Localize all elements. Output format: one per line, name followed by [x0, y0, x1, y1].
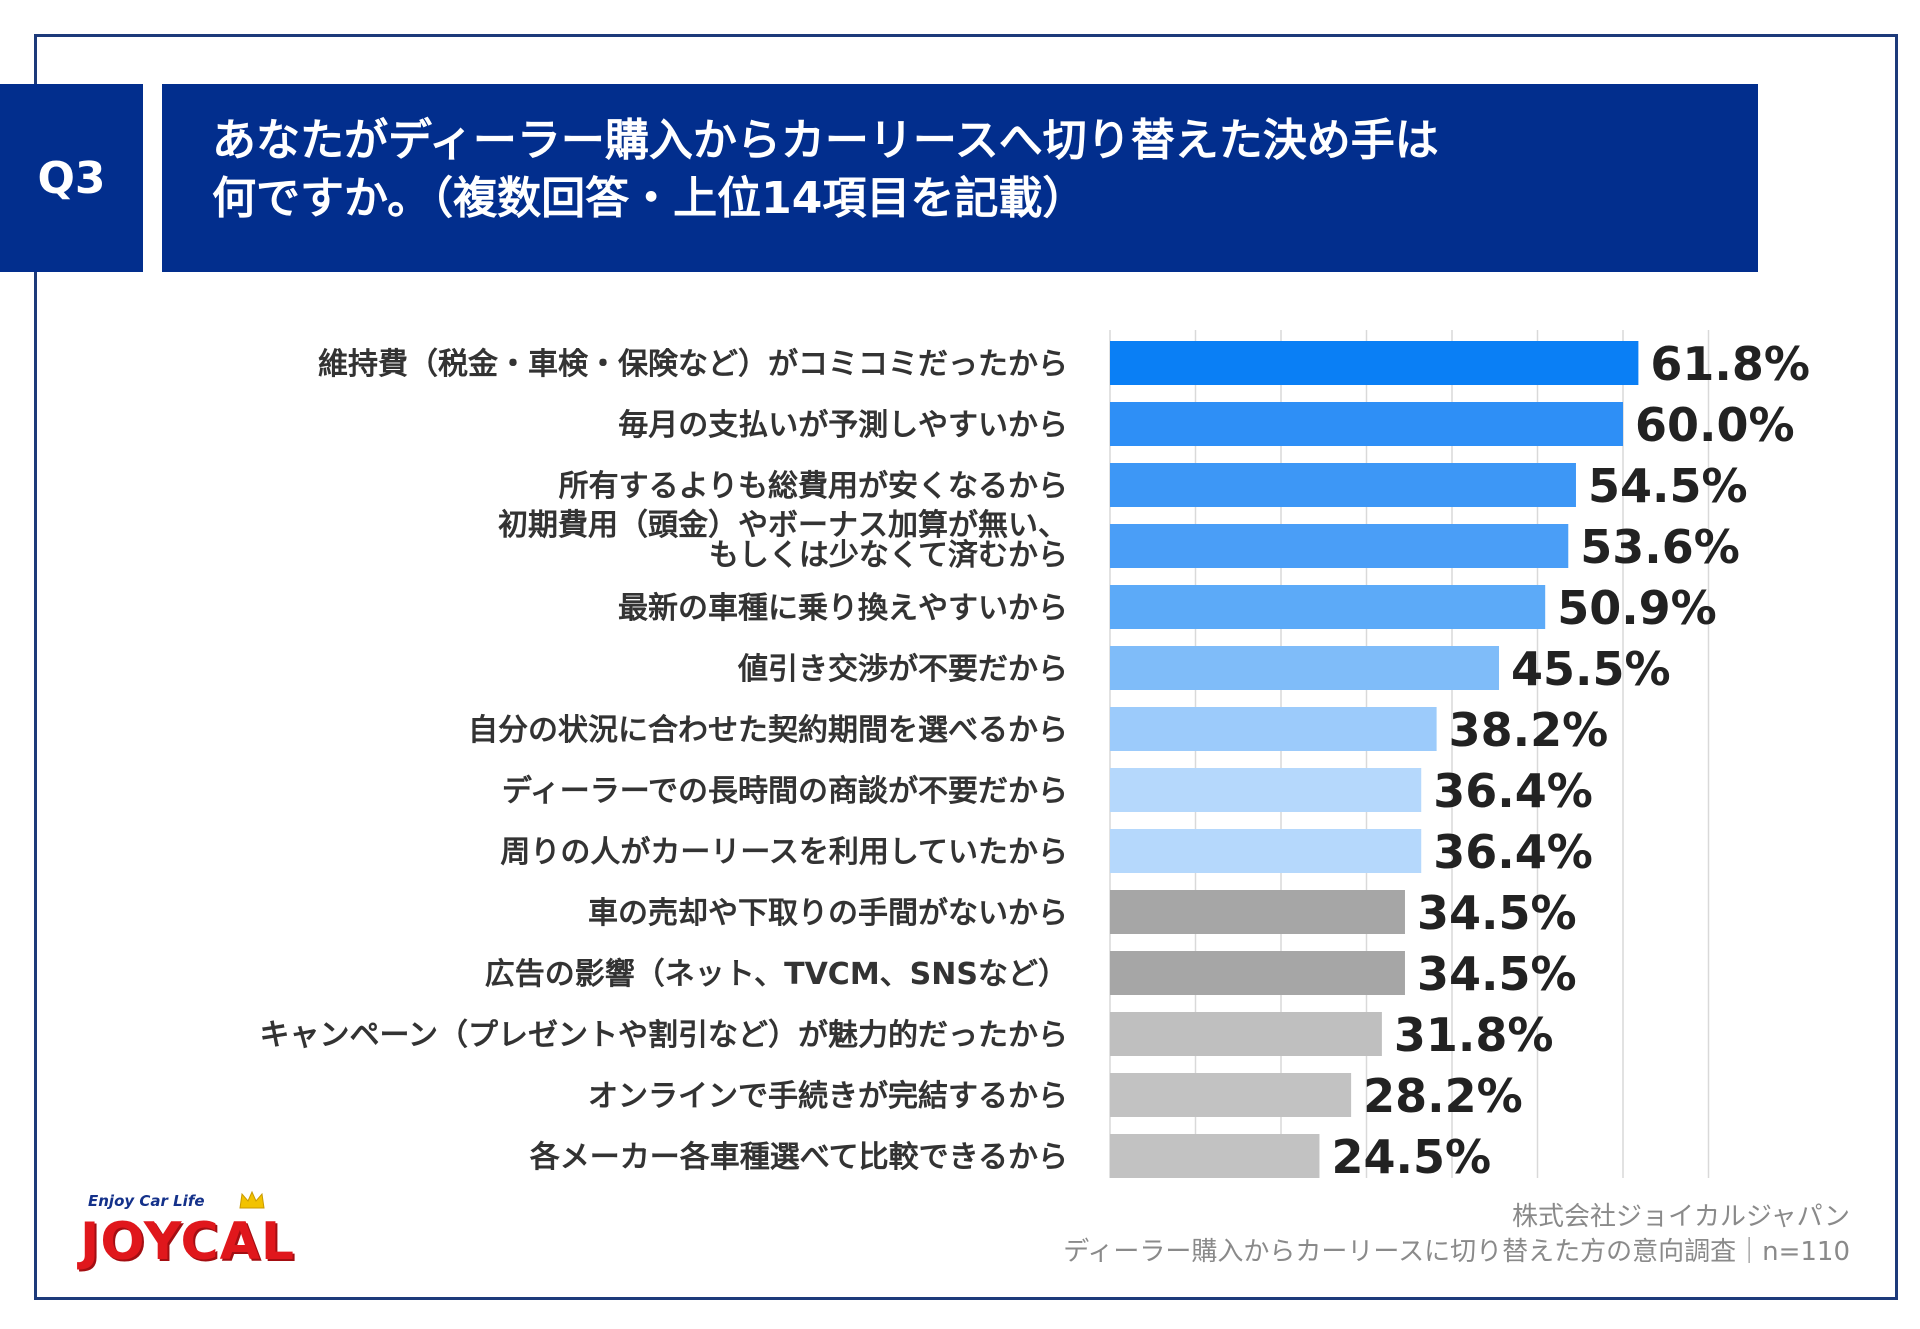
category-label: 広告の影響（ネット、TVCM、SNSなど） [485, 957, 1068, 992]
bar [1110, 524, 1569, 568]
bar [1110, 463, 1576, 507]
category-label: 自分の状況に合わせた契約期間を選べるから [468, 713, 1068, 748]
value-label: 53.6% [1580, 520, 1740, 574]
category-label: キャンペーン（プレゼントや割引など）が魅力的だったから [260, 1018, 1069, 1053]
joycal-logo: Enjoy Car Life JOYCAL [80, 1190, 310, 1274]
bar [1110, 829, 1422, 873]
bar [1110, 707, 1437, 751]
category-label: 所有するよりも総費用が安くなるから [559, 469, 1068, 504]
bar [1110, 585, 1546, 629]
crown-icon [239, 1190, 265, 1209]
value-label: 24.5% [1331, 1130, 1491, 1184]
value-label: 45.5% [1511, 642, 1671, 696]
title-line-1: あなたがディーラー購入からカーリースへ切り替えた決め手は [212, 115, 1439, 166]
value-label: 50.9% [1557, 581, 1717, 635]
footer-survey: ディーラー購入からカーリースに切り替えた方の意向調査｜n=110 [1063, 1237, 1850, 1267]
title-line-2: 何ですか。（複数回答・上位14項目を記載） [212, 173, 1087, 224]
value-label: 31.8% [1394, 1008, 1554, 1062]
value-label: 61.8% [1650, 337, 1810, 391]
value-label: 36.4% [1433, 825, 1593, 879]
value-label: 28.2% [1363, 1069, 1523, 1123]
category-label: 維持費（税金・車検・保険など）がコミコミだったから [318, 347, 1068, 382]
page-title: あなたがディーラー購入からカーリースへ切り替えた決め手は 何ですか。（複数回答・… [162, 84, 1758, 272]
bar [1110, 341, 1639, 385]
value-label: 38.2% [1449, 703, 1609, 757]
category-label: 最新の車種に乗り換えやすいから [618, 591, 1068, 626]
footer-company: 株式会社ジョイカルジャパン [1511, 1202, 1850, 1232]
value-label: 34.5% [1417, 947, 1577, 1001]
bar [1110, 768, 1422, 812]
category-label: オンラインで手続きが完結するから [588, 1079, 1068, 1114]
category-label: 各メーカー各車種選べて比較できるから [529, 1140, 1068, 1175]
category-label: 値引き交渉が不要だから [737, 652, 1068, 687]
category-label: ディーラーでの長時間の商談が不要だから [502, 774, 1068, 809]
bar [1110, 402, 1623, 446]
logo-tagline: Enjoy Car Life [88, 1192, 205, 1210]
value-label: 60.0% [1635, 398, 1795, 452]
category-label: 毎月の支払いが予測しやすいから [618, 408, 1068, 443]
logo-wordmark: JOYCAL [80, 1212, 296, 1272]
bar [1110, 1134, 1320, 1178]
category-label: 車の売却や下取りの手間がないから [588, 896, 1068, 931]
bar [1110, 646, 1500, 690]
category-label: もしくは少なくて済むから [709, 538, 1068, 573]
category-label: 初期費用（頭金）やボーナス加算が無い、 [498, 508, 1068, 543]
value-label: 36.4% [1433, 764, 1593, 818]
bar [1110, 890, 1405, 934]
bar [1110, 951, 1405, 995]
value-label: 54.5% [1588, 459, 1748, 513]
category-label: 周りの人がカーリースを利用していたから [500, 835, 1068, 870]
bar [1110, 1073, 1352, 1117]
value-label: 34.5% [1417, 886, 1577, 940]
outer-frame [34, 34, 1898, 1300]
question-label: Q3 [0, 84, 143, 272]
bar [1110, 1012, 1382, 1056]
